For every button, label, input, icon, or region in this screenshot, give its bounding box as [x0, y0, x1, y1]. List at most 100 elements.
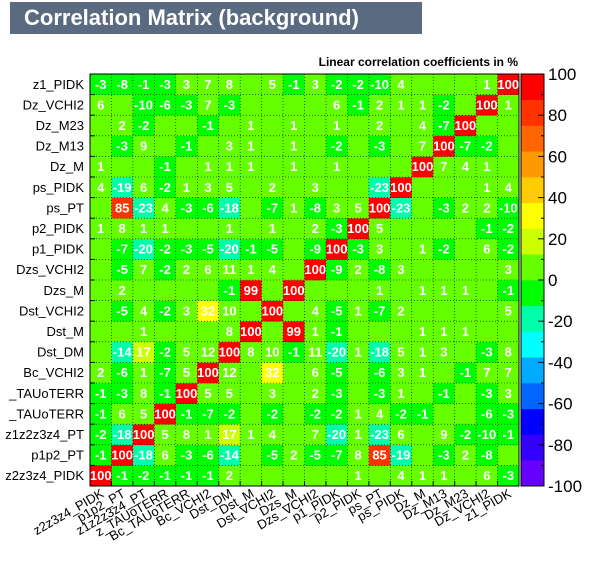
cell-value-label: 12	[201, 345, 215, 360]
cell-value-label: -5	[116, 303, 128, 318]
cell-value-label: -3	[481, 386, 493, 401]
heatmap-cell	[454, 135, 477, 157]
cell-value-label: -5	[116, 262, 128, 277]
heatmap-cell	[175, 341, 198, 363]
heatmap-cell	[175, 94, 198, 116]
cell-value-label: -6	[481, 406, 493, 421]
cell-value-label: -2	[331, 406, 343, 421]
cell-value-label: 6	[397, 427, 404, 442]
heatmap-cell	[497, 218, 520, 240]
heatmap-cell	[433, 341, 455, 363]
heatmap-cell	[433, 74, 455, 95]
heatmap-cell	[476, 403, 498, 425]
colorbar-tick-label: -20	[548, 312, 573, 331]
cell-value-label: 100	[283, 283, 305, 298]
y-tick-label: Dst_DM	[37, 345, 84, 360]
heatmap-cell	[132, 177, 155, 198]
heatmap-cell	[325, 197, 348, 219]
cell-value-label: 2	[119, 118, 126, 133]
cell-value-label: -20	[220, 242, 239, 257]
cell-value-label: 1	[440, 468, 447, 483]
heatmap-cell	[283, 115, 305, 137]
heatmap-cell	[304, 177, 327, 198]
heatmap-cell	[283, 238, 305, 260]
heatmap-cell	[411, 300, 434, 322]
heatmap-cell	[240, 341, 262, 363]
cell-value-label: 1	[97, 159, 104, 174]
cell-value-label: 1	[247, 159, 254, 174]
cell-value-label: 1	[97, 221, 104, 236]
cell-value-label: -3	[116, 139, 128, 154]
cell-value-label: -1	[202, 118, 214, 133]
heatmap-cell	[497, 444, 520, 466]
heatmap-cell	[433, 424, 455, 446]
cell-value-label: -2	[438, 242, 450, 257]
cell-value-label: 6	[483, 468, 490, 483]
heatmap-cell	[390, 197, 413, 219]
cell-value-label: 1	[161, 221, 168, 236]
y-tick-label: z2z3z4_PIDK	[5, 468, 84, 483]
heatmap-cell	[261, 135, 284, 157]
colorbar-tick-label: 40	[548, 189, 567, 208]
heatmap-cell	[454, 280, 477, 301]
heatmap-cell	[132, 465, 155, 487]
cell-value-label: -6	[202, 200, 214, 215]
heatmap-cell	[197, 424, 219, 446]
heatmap-cell	[111, 177, 134, 198]
y-tick-label: p1_PIDK	[32, 242, 84, 257]
cell-value-label: -8	[116, 77, 128, 92]
cell-value-label: 3	[505, 386, 512, 401]
cell-value-label: -3	[374, 139, 386, 154]
heatmap-cell	[325, 424, 348, 446]
heatmap-cell	[497, 341, 520, 363]
heatmap-cell	[411, 383, 434, 404]
heatmap-cell	[433, 197, 455, 219]
cell-value-label: -23	[370, 427, 389, 442]
heatmap-cell	[390, 383, 413, 404]
heatmap-cell	[197, 197, 219, 219]
chart-title: Correlation Matrix (background)	[10, 2, 422, 34]
cell-value-label: 6	[333, 97, 340, 112]
cell-value-label: 1	[419, 345, 426, 360]
heatmap-cell	[497, 94, 520, 116]
cell-value-label: 100	[111, 448, 133, 463]
cell-value-label: -3	[331, 386, 343, 401]
colorbar-segment	[521, 74, 544, 101]
cell-value-label: -3	[502, 468, 514, 483]
cell-value-label: -5	[267, 242, 279, 257]
heatmap-cell	[454, 341, 477, 363]
colorbar-segment	[521, 202, 544, 229]
heatmap-cell	[175, 465, 198, 487]
heatmap-cell	[218, 94, 241, 116]
heatmap-cell	[476, 341, 498, 363]
cell-value-label: 1	[247, 262, 254, 277]
heatmap-cell	[218, 238, 241, 260]
heatmap-cell	[132, 238, 155, 260]
cell-value-label: -1	[245, 242, 257, 257]
cell-value-label: -2	[159, 180, 171, 195]
heatmap-cell	[476, 177, 498, 198]
heatmap-cell	[304, 321, 327, 343]
cell-value-label: 2	[376, 118, 383, 133]
heatmap-cell	[411, 197, 434, 219]
heatmap-cell	[454, 259, 477, 281]
heatmap-cell	[132, 403, 155, 425]
colorbar-segment	[521, 151, 544, 178]
heatmap-cell	[154, 156, 177, 178]
heatmap-cell	[325, 403, 348, 425]
heatmap-cell	[111, 362, 134, 384]
heatmap-cell	[218, 465, 241, 487]
heatmap-cell	[132, 362, 155, 384]
heatmap-cell	[197, 218, 219, 240]
cell-value-label: -1	[202, 468, 214, 483]
heatmap-cell	[390, 94, 413, 116]
heatmap-cell	[347, 197, 370, 219]
cell-value-label: -3	[181, 97, 193, 112]
cell-value-label: 7	[505, 365, 512, 380]
cell-value-label: 100	[261, 303, 283, 318]
heatmap-cell	[390, 465, 413, 487]
cell-value-label: -18	[370, 345, 389, 360]
heatmap-cell	[197, 135, 219, 157]
cell-value-label: 8	[140, 386, 147, 401]
heatmap-cell	[433, 321, 455, 343]
